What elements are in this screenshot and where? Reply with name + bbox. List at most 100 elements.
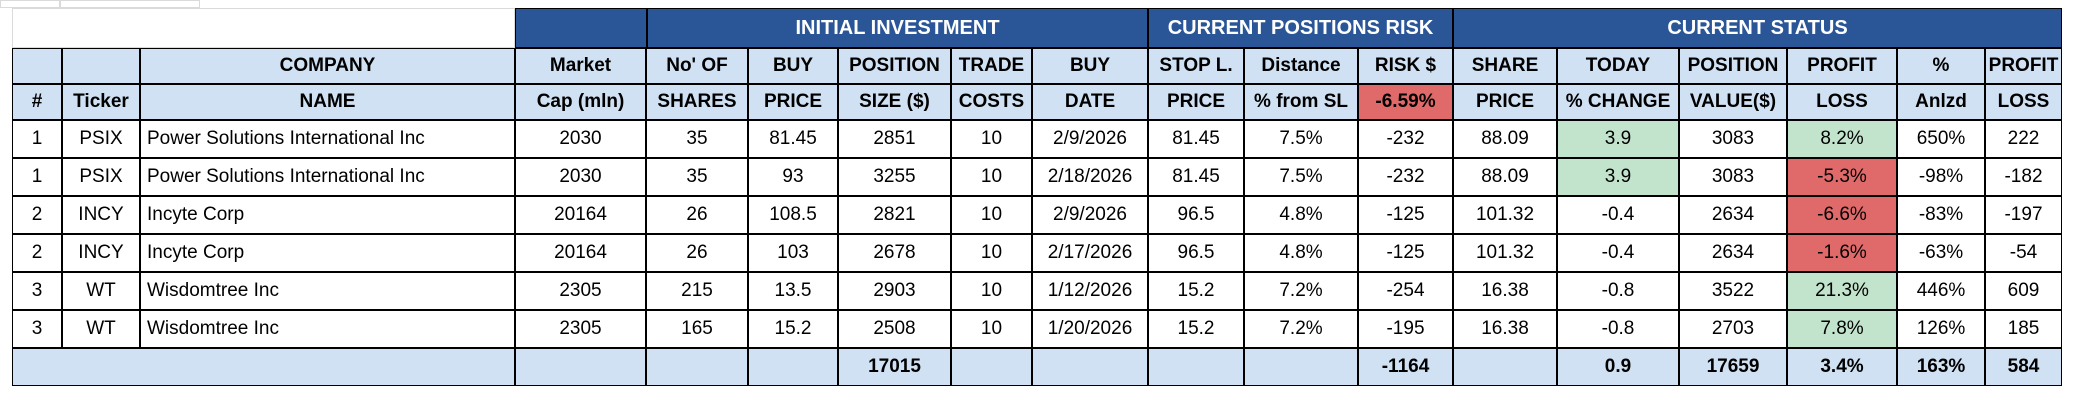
table-cell-trade-costs[interactable]: 10	[951, 196, 1032, 234]
totals-market-cap[interactable]	[515, 348, 646, 386]
table-cell-today-change[interactable]: -0.8	[1557, 310, 1679, 348]
table-cell-position-value[interactable]: 3522	[1679, 272, 1787, 310]
totals-trade-costs[interactable]	[951, 348, 1032, 386]
table-cell-position-size[interactable]: 2508	[838, 310, 951, 348]
table-cell-market-cap[interactable]: 2030	[515, 120, 646, 158]
table-cell-risk[interactable]: -125	[1358, 196, 1453, 234]
table-cell-annualized[interactable]: 126%	[1897, 310, 1985, 348]
header-market-cap-bottom[interactable]: Cap (mln)	[515, 84, 646, 120]
header-buy-price-bottom[interactable]: PRICE	[748, 84, 838, 120]
group-current-status[interactable]: CURRENT STATUS	[1453, 8, 2062, 48]
header-stop-price-bottom[interactable]: PRICE	[1148, 84, 1244, 120]
header-annualized-top[interactable]: %	[1897, 48, 1985, 84]
table-cell-trade-costs[interactable]: 10	[951, 310, 1032, 348]
table-cell-shares[interactable]: 26	[646, 234, 748, 272]
table-cell-share-price[interactable]: 16.38	[1453, 272, 1557, 310]
grid-top-cell[interactable]	[60, 0, 200, 8]
header-shares-top[interactable]: No' OF	[646, 48, 748, 84]
totals-stop-price[interactable]	[1148, 348, 1244, 386]
totals-risk[interactable]: -1164	[1358, 348, 1453, 386]
table-cell-market-cap[interactable]: 20164	[515, 234, 646, 272]
table-cell-stop-price[interactable]: 15.2	[1148, 310, 1244, 348]
header-share-price-bottom[interactable]: PRICE	[1453, 84, 1557, 120]
table-cell-trade-costs[interactable]: 10	[951, 272, 1032, 310]
table-cell-profit-abs[interactable]: -54	[1985, 234, 2062, 272]
table-cell-ticker[interactable]: WT	[62, 310, 140, 348]
table-cell-position-value[interactable]: 3083	[1679, 158, 1787, 196]
header-risk-top[interactable]: RISK $	[1358, 48, 1453, 84]
header-buy-date-top[interactable]: BUY	[1032, 48, 1148, 84]
table-cell-num[interactable]: 1	[12, 120, 62, 158]
header-num-top[interactable]	[12, 48, 62, 84]
table-cell-share-price[interactable]: 88.09	[1453, 120, 1557, 158]
table-cell-buy-date[interactable]: 1/12/2026	[1032, 272, 1148, 310]
header-profit-pct-top[interactable]: PROFIT	[1787, 48, 1897, 84]
totals-profit-abs[interactable]: 584	[1985, 348, 2062, 386]
group-initial-investment[interactable]: INITIAL INVESTMENT	[647, 8, 1148, 48]
table-cell-risk[interactable]: -254	[1358, 272, 1453, 310]
table-cell-company[interactable]: Wisdomtree Inc	[140, 272, 515, 310]
table-cell-market-cap[interactable]: 20164	[515, 196, 646, 234]
header-profit-pct-bottom[interactable]: LOSS	[1787, 84, 1897, 120]
table-cell-company[interactable]: Incyte Corp	[140, 234, 515, 272]
header-position-size-bottom[interactable]: SIZE ($)	[838, 84, 951, 120]
header-share-price-top[interactable]: SHARE	[1453, 48, 1557, 84]
table-cell-annualized[interactable]: 446%	[1897, 272, 1985, 310]
table-cell-position-value[interactable]: 3083	[1679, 120, 1787, 158]
table-cell-today-change[interactable]: 3.9	[1557, 158, 1679, 196]
totals-position-value[interactable]: 17659	[1679, 348, 1787, 386]
table-cell-ticker[interactable]: PSIX	[62, 120, 140, 158]
header-distance-bottom[interactable]: % from SL	[1244, 84, 1358, 120]
table-cell-buy-date[interactable]: 2/9/2026	[1032, 120, 1148, 158]
table-cell-position-size[interactable]: 2821	[838, 196, 951, 234]
totals-profit-pct[interactable]: 3.4%	[1787, 348, 1897, 386]
header-position-size-top[interactable]: POSITION	[838, 48, 951, 84]
table-cell-position-value[interactable]: 2634	[1679, 196, 1787, 234]
table-cell-ticker[interactable]: WT	[62, 272, 140, 310]
table-cell-buy-price[interactable]: 108.5	[748, 196, 838, 234]
table-cell-position-size[interactable]: 2851	[838, 120, 951, 158]
header-ticker-bottom[interactable]: Ticker	[62, 84, 140, 120]
table-cell-today-change[interactable]: 3.9	[1557, 120, 1679, 158]
table-cell-profit-pct[interactable]: 8.2%	[1787, 120, 1897, 158]
table-cell-trade-costs[interactable]: 10	[951, 120, 1032, 158]
table-cell-distance[interactable]: 7.5%	[1244, 120, 1358, 158]
table-cell-market-cap[interactable]: 2030	[515, 158, 646, 196]
table-cell-trade-costs[interactable]: 10	[951, 158, 1032, 196]
header-profit-abs-top[interactable]: PROFIT	[1985, 48, 2062, 84]
group-current-positions-risk[interactable]: CURRENT POSITIONS RISK	[1148, 8, 1453, 48]
table-cell-buy-date[interactable]: 1/20/2026	[1032, 310, 1148, 348]
table-cell-shares[interactable]: 35	[646, 120, 748, 158]
table-cell-num[interactable]: 2	[12, 196, 62, 234]
table-cell-today-change[interactable]: -0.8	[1557, 272, 1679, 310]
table-cell-risk[interactable]: -125	[1358, 234, 1453, 272]
table-cell-buy-date[interactable]: 2/18/2026	[1032, 158, 1148, 196]
table-cell-ticker[interactable]: INCY	[62, 234, 140, 272]
table-cell-position-value[interactable]: 2634	[1679, 234, 1787, 272]
table-cell-profit-abs[interactable]: -197	[1985, 196, 2062, 234]
table-cell-risk[interactable]: -232	[1358, 120, 1453, 158]
table-cell-shares[interactable]: 215	[646, 272, 748, 310]
table-cell-risk[interactable]: -195	[1358, 310, 1453, 348]
table-cell-num[interactable]: 3	[12, 310, 62, 348]
table-cell-profit-abs[interactable]: 222	[1985, 120, 2062, 158]
table-cell-annualized[interactable]: -63%	[1897, 234, 1985, 272]
table-cell-today-change[interactable]: -0.4	[1557, 234, 1679, 272]
table-cell-company[interactable]: Power Solutions International Inc	[140, 158, 515, 196]
header-shares-bottom[interactable]: SHARES	[646, 84, 748, 120]
table-cell-ticker[interactable]: INCY	[62, 196, 140, 234]
totals-today-change[interactable]: 0.9	[1557, 348, 1679, 386]
table-cell-buy-price[interactable]: 13.5	[748, 272, 838, 310]
totals-label-cell[interactable]	[12, 348, 515, 386]
totals-annualized[interactable]: 163%	[1897, 348, 1985, 386]
table-cell-distance[interactable]: 7.5%	[1244, 158, 1358, 196]
totals-shares[interactable]	[646, 348, 748, 386]
table-cell-buy-price[interactable]: 93	[748, 158, 838, 196]
header-position-value-bottom[interactable]: VALUE($)	[1679, 84, 1787, 120]
totals-buy-date[interactable]	[1032, 348, 1148, 386]
table-cell-share-price[interactable]: 101.32	[1453, 196, 1557, 234]
table-cell-stop-price[interactable]: 96.5	[1148, 234, 1244, 272]
table-cell-share-price[interactable]: 16.38	[1453, 310, 1557, 348]
group-header-left-spacer[interactable]	[515, 8, 647, 48]
header-today-change-top[interactable]: TODAY	[1557, 48, 1679, 84]
